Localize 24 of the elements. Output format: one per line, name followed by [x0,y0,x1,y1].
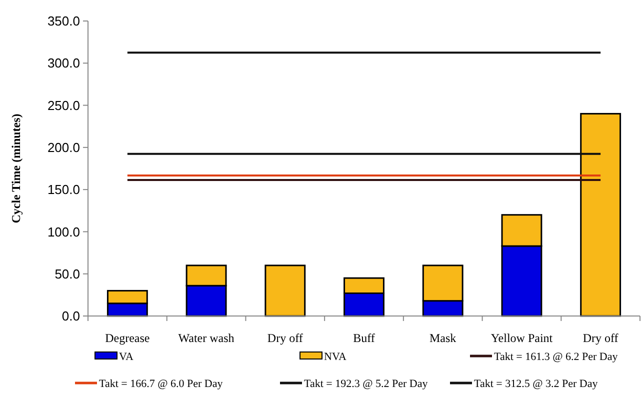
legend-label: Takt = 161.3 @ 6.2 Per Day [494,350,618,363]
y-tick-label: 250.0 [47,98,80,113]
bar [580,112,622,317]
y-tick-label: 300.0 [47,56,80,71]
x-tick-label: Dry off [582,331,618,345]
x-tick-label: Dry off [267,331,303,345]
legend-label: Takt = 312.5 @ 3.2 Per Day [474,378,598,390]
bar [264,264,306,317]
x-tick-label: Degrease [105,331,150,345]
y-axis-title: Cycle Time (minutes) [9,114,23,224]
y-tick-label: 200.0 [47,140,80,155]
x-tick-label: Mask [430,331,456,345]
y-tick-label: 350.0 [47,14,80,29]
x-tick-label: Water wash [178,331,234,345]
legend-label: NVA [324,350,346,363]
x-tick-label: Buff [353,331,375,345]
y-tick-label: 150.0 [47,182,80,198]
x-tick-label: Yellow Paint [490,331,554,345]
legend-label: Takt = 192.3 @ 5.2 Per Day [304,378,428,390]
y-tick-label: 100.0 [47,224,80,240]
legend-label: VA [119,350,134,363]
legend-label: Takt = 166.7 @ 6.0 Per Day [99,378,224,390]
y-tick-label: 0.0 [62,308,80,324]
y-tick-label: 50.0 [54,266,80,282]
